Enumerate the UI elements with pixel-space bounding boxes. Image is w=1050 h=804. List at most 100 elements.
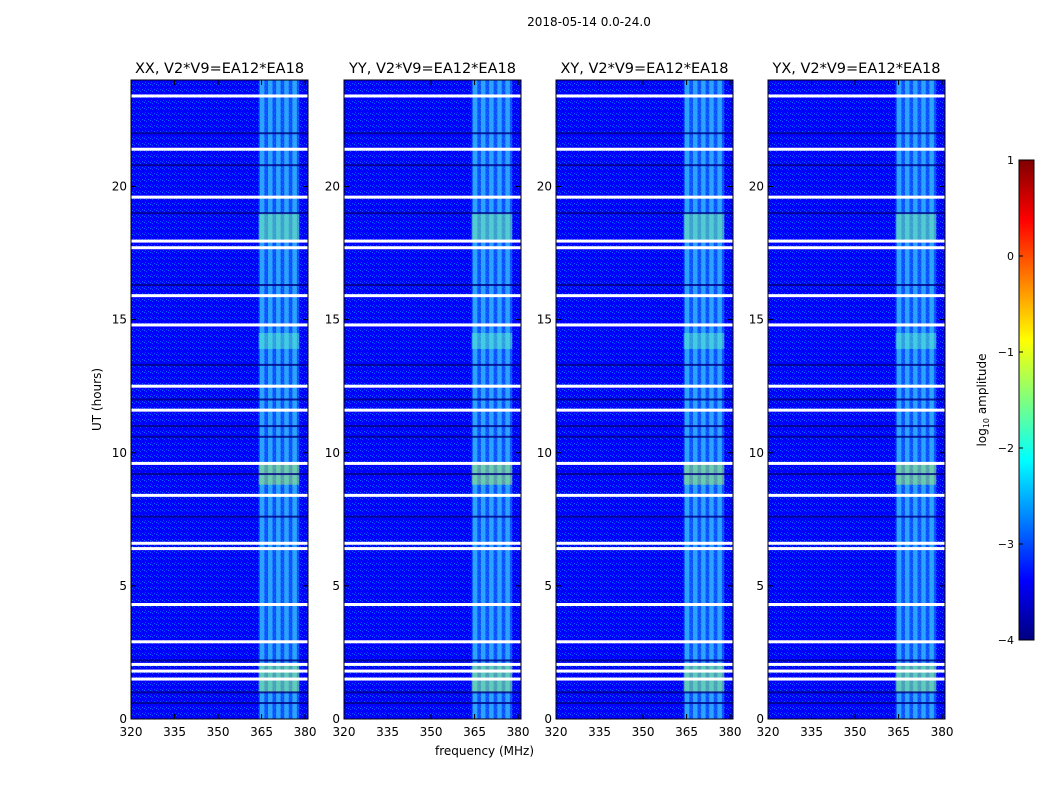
low-amp-row [344, 164, 521, 167]
y-tick-label: 15 [325, 313, 340, 327]
flagged-row [344, 384, 521, 388]
low-amp-row [768, 435, 945, 438]
low-amp-row [344, 659, 521, 662]
colorbar-tick-label: −3 [998, 538, 1014, 551]
low-amp-row [344, 702, 521, 705]
flagged-row [556, 547, 733, 551]
low-amp-row [131, 425, 308, 428]
y-tick-label: 15 [537, 313, 552, 327]
flagged-row [556, 246, 733, 250]
flagged-row [768, 547, 945, 551]
flagged-row [768, 640, 945, 644]
y-tick-label: 10 [749, 446, 764, 460]
colorbar-tick-label: −1 [998, 346, 1014, 359]
y-tick-label: 5 [756, 579, 764, 593]
low-amp-row [768, 284, 945, 287]
flagged-row [556, 461, 733, 465]
panel-frame [767, 79, 946, 720]
flagged-row [131, 603, 308, 607]
flagged-row [556, 294, 733, 298]
panel-title: YX, V2*V9=EA12*EA18 [771, 61, 940, 77]
low-amp-row [768, 473, 945, 476]
rfi-burst [471, 213, 513, 240]
low-amp-row [768, 659, 945, 662]
x-tick-label: 365 [463, 725, 486, 739]
low-amp-row [131, 132, 308, 135]
low-amp-row [556, 425, 733, 428]
low-amp-row [131, 363, 308, 366]
x-tick-label: 365 [675, 725, 698, 739]
x-tick-label: 350 [207, 725, 230, 739]
flagged-row [131, 662, 308, 666]
panel-title: XX, V2*V9=EA12*EA18 [135, 61, 304, 77]
flagged-row [344, 603, 521, 607]
flagged-row [131, 677, 308, 681]
rfi-burst [895, 213, 937, 240]
low-amp-row [768, 425, 945, 428]
flagged-row [344, 461, 521, 465]
low-amp-row [131, 691, 308, 694]
flagged-row [131, 541, 308, 545]
flagged-row [556, 94, 733, 98]
flagged-row [131, 239, 308, 243]
x-tick-label: 335 [163, 725, 186, 739]
flagged-row [344, 408, 521, 412]
low-amp-row [768, 132, 945, 135]
y-tick-label: 15 [749, 313, 764, 327]
flagged-row [768, 493, 945, 497]
rfi-burst [258, 213, 300, 240]
low-amp-row [131, 473, 308, 476]
rfi-burst [895, 332, 937, 349]
flagged-row [131, 640, 308, 644]
x-tick-label: 365 [250, 725, 273, 739]
low-amp-row [556, 691, 733, 694]
low-amp-row [131, 398, 308, 401]
flagged-row [344, 195, 521, 199]
flagged-row [131, 147, 308, 151]
panel-2: XY, V2*V9=EA12*EA18 320 335 350 365 380 0 5 10 15… [537, 61, 742, 739]
flagged-row [131, 493, 308, 497]
flagged-row [344, 547, 521, 551]
flagged-row [344, 677, 521, 681]
flagged-row [768, 195, 945, 199]
flagged-row [131, 246, 308, 250]
panels: XX, V2*V9=EA12*EA18 320 335 350 365 380 0 5 10 15… [90, 61, 954, 758]
low-amp-row [768, 363, 945, 366]
flagged-row [556, 408, 733, 412]
flagged-row [768, 294, 945, 298]
flagged-row [556, 323, 733, 327]
low-amp-row [344, 435, 521, 438]
y-tick-label: 10 [112, 446, 127, 460]
low-amp-row [556, 515, 733, 518]
flagged-row [556, 239, 733, 243]
low-amp-row [768, 398, 945, 401]
flagged-row [131, 408, 308, 412]
x-tick-label: 350 [844, 725, 867, 739]
x-tick-label: 335 [376, 725, 399, 739]
x-tick-label: 380 [931, 725, 954, 739]
low-amp-row [768, 164, 945, 167]
low-amp-row [344, 284, 521, 287]
low-amp-row [344, 363, 521, 366]
low-amp-row [556, 659, 733, 662]
x-tick-label: 350 [420, 725, 443, 739]
low-amp-row [344, 132, 521, 135]
flagged-row [131, 384, 308, 388]
flagged-row [556, 640, 733, 644]
y-tick-label: 5 [544, 579, 552, 593]
y-tick-label: 0 [119, 712, 127, 726]
flagged-row [768, 246, 945, 250]
y-tick-label: 5 [119, 579, 127, 593]
flagged-row [131, 669, 308, 673]
figure-title: 2018-05-14 0.0-24.0 [527, 15, 651, 29]
panel-title: YY, V2*V9=EA12*EA18 [348, 61, 516, 77]
flagged-row [768, 147, 945, 151]
x-tick-label: 320 [120, 725, 143, 739]
flagged-row [556, 603, 733, 607]
flagged-row [344, 640, 521, 644]
colorbar: 1 0 −1 −2 −3 −4 log10 amplitude [975, 154, 1035, 647]
panel-frame [343, 79, 522, 720]
flagged-row [344, 147, 521, 151]
panel-frame [555, 79, 734, 720]
flagged-row [131, 323, 308, 327]
